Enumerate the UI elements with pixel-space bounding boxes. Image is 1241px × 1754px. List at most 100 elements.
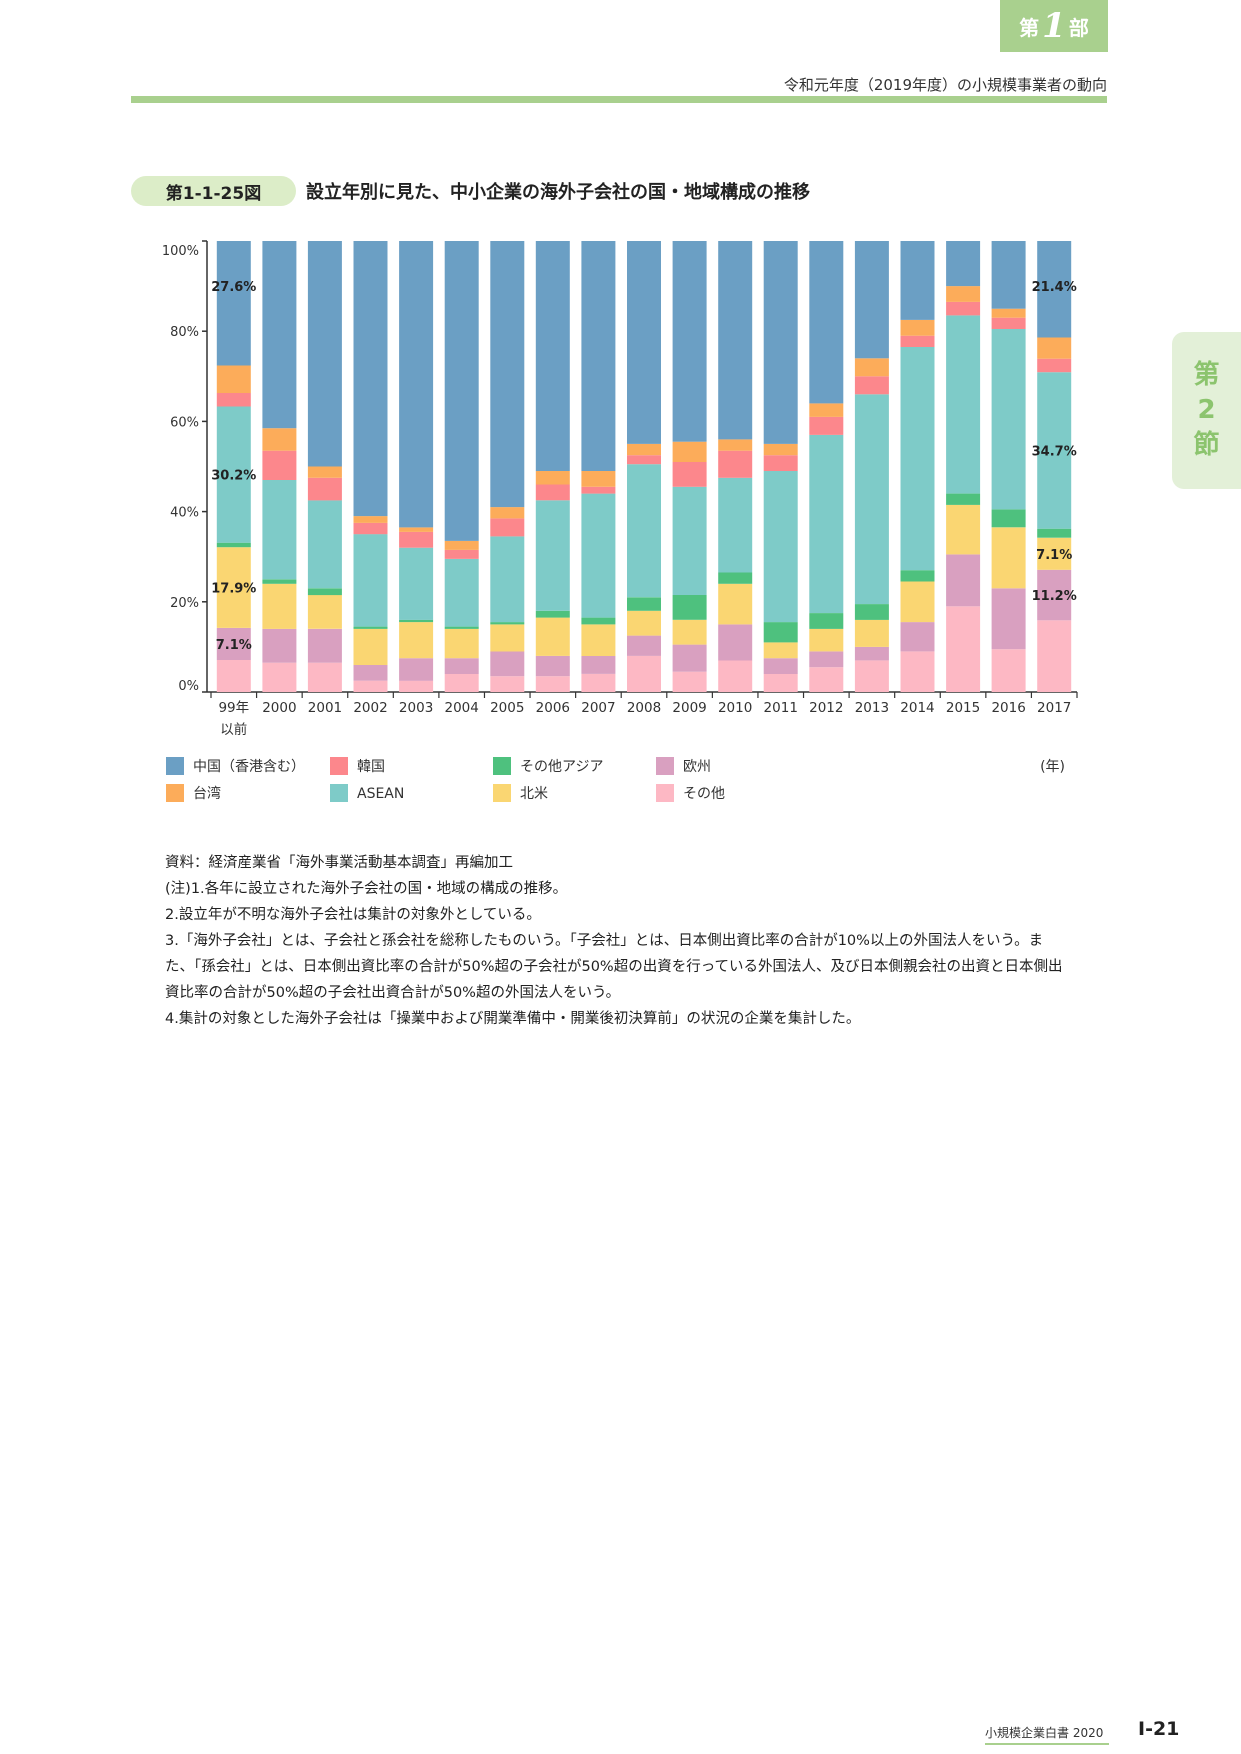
bar-segment bbox=[581, 655, 616, 674]
bar-segment bbox=[399, 658, 434, 681]
x-tick-label: 2007 bbox=[581, 700, 615, 716]
bar-segment bbox=[535, 500, 570, 611]
legend-swatch bbox=[493, 757, 511, 775]
x-tick-label: 99年 bbox=[218, 700, 249, 716]
bar-segment bbox=[216, 406, 251, 543]
legend-label: 欧州 bbox=[683, 759, 711, 775]
bar-segment bbox=[1037, 569, 1072, 621]
bar-segment bbox=[262, 428, 297, 451]
legend-label: その他アジア bbox=[520, 759, 603, 775]
x-tick-label: 2004 bbox=[445, 700, 479, 716]
bar-segment bbox=[490, 536, 525, 623]
legend-label: ASEAN bbox=[357, 786, 404, 802]
x-tick-label: 2010 bbox=[718, 700, 752, 716]
x-tick-label: 2014 bbox=[900, 700, 934, 716]
bar-segment bbox=[627, 655, 661, 692]
bar-segment bbox=[581, 617, 616, 625]
bar-segment bbox=[854, 619, 889, 647]
bar-segment bbox=[763, 241, 798, 444]
bar-segment bbox=[535, 617, 570, 656]
bar-segment bbox=[672, 619, 707, 645]
part-prefix: 第 bbox=[1019, 15, 1040, 40]
note-2: 2.設立年が不明な海外子会社は集計の対象外としている。 bbox=[165, 907, 541, 923]
bar-segment bbox=[581, 624, 616, 656]
bar-segment bbox=[444, 658, 479, 674]
bar-segment bbox=[900, 319, 935, 336]
bar-segment bbox=[1037, 372, 1072, 529]
bar-segment bbox=[399, 527, 434, 532]
part-tab: 第 1 部 bbox=[1000, 0, 1108, 52]
bar-segment bbox=[1037, 537, 1072, 570]
bar-segment bbox=[718, 241, 753, 440]
bar-segment bbox=[854, 646, 889, 661]
bar-segment bbox=[809, 651, 844, 668]
legend-swatch bbox=[656, 784, 674, 802]
bar-segment bbox=[763, 622, 798, 643]
bar-segment bbox=[262, 583, 297, 629]
bar-segment bbox=[718, 477, 753, 573]
data-label: 27.6% bbox=[211, 280, 256, 295]
bar-segment bbox=[672, 671, 707, 692]
x-unit-label: (年) bbox=[1040, 759, 1065, 775]
data-label: 17.9% bbox=[211, 582, 256, 597]
bar-segment bbox=[672, 486, 707, 595]
bar-segment bbox=[854, 394, 889, 604]
bar-segment bbox=[307, 500, 342, 589]
bar-segment bbox=[900, 347, 935, 571]
bar-segment bbox=[763, 471, 798, 623]
legend-label: 中国（香港含む） bbox=[193, 759, 305, 775]
x-tick-label: 2005 bbox=[490, 700, 524, 716]
bar-segment bbox=[444, 674, 479, 692]
bar-segment bbox=[353, 241, 388, 517]
bar-segment bbox=[946, 286, 981, 302]
bar-segment bbox=[307, 477, 342, 501]
bar-segment bbox=[672, 644, 707, 672]
bar-segment bbox=[900, 581, 935, 623]
bar-segment bbox=[991, 241, 1026, 309]
x-tick-label: 2012 bbox=[809, 700, 843, 716]
x-tick-label: 2009 bbox=[672, 700, 706, 716]
bar-segment bbox=[763, 455, 798, 471]
bar-segment bbox=[900, 622, 935, 652]
section-tab-line2: 2 bbox=[1197, 394, 1216, 425]
data-label: 11.2% bbox=[1032, 589, 1077, 604]
bar-segment bbox=[991, 588, 1026, 650]
bar-segment bbox=[262, 662, 297, 692]
bar-segment bbox=[991, 328, 1026, 510]
bar-segment bbox=[307, 595, 342, 629]
bar-segment bbox=[1037, 620, 1072, 692]
bar-segment bbox=[581, 486, 616, 494]
y-tick-label: 40% bbox=[170, 506, 199, 521]
bar-segment bbox=[581, 674, 616, 692]
bar-segment bbox=[763, 443, 798, 456]
bar-segment bbox=[991, 509, 1026, 528]
notes: 資料：経済産業省「海外事業活動基本調査」再編加工 (注)1.各年に設立された海外… bbox=[165, 850, 1070, 1032]
legend-swatch bbox=[493, 784, 511, 802]
section-tab-line1: 第 bbox=[1193, 359, 1220, 390]
bar-segment bbox=[490, 518, 525, 537]
part-number: 1 bbox=[1042, 6, 1066, 46]
bar-segment bbox=[307, 241, 342, 467]
figure-label: 第1-1-25図 bbox=[131, 176, 296, 206]
bar-segment bbox=[399, 622, 434, 659]
bar-segment bbox=[900, 241, 935, 320]
bar-segment bbox=[718, 583, 753, 625]
bar-segment bbox=[307, 628, 342, 663]
data-label: 21.4% bbox=[1032, 280, 1077, 295]
bar-segment bbox=[444, 628, 479, 659]
bar-segment bbox=[946, 315, 981, 494]
footer-rule bbox=[985, 1743, 1109, 1745]
bar-segment bbox=[809, 667, 844, 692]
bar-segment bbox=[262, 628, 297, 663]
x-tick-label: 2013 bbox=[855, 700, 889, 716]
bar-segment bbox=[307, 588, 342, 596]
bar-segment bbox=[627, 241, 661, 444]
bar-segment bbox=[900, 570, 935, 582]
x-tick-label: 2017 bbox=[1037, 700, 1071, 716]
bar-segment bbox=[353, 628, 388, 665]
bar-segment bbox=[627, 464, 661, 598]
legend-swatch bbox=[330, 757, 348, 775]
bar-segment bbox=[763, 642, 798, 659]
y-tick-label: 60% bbox=[170, 415, 199, 430]
bar-segment bbox=[444, 559, 479, 627]
